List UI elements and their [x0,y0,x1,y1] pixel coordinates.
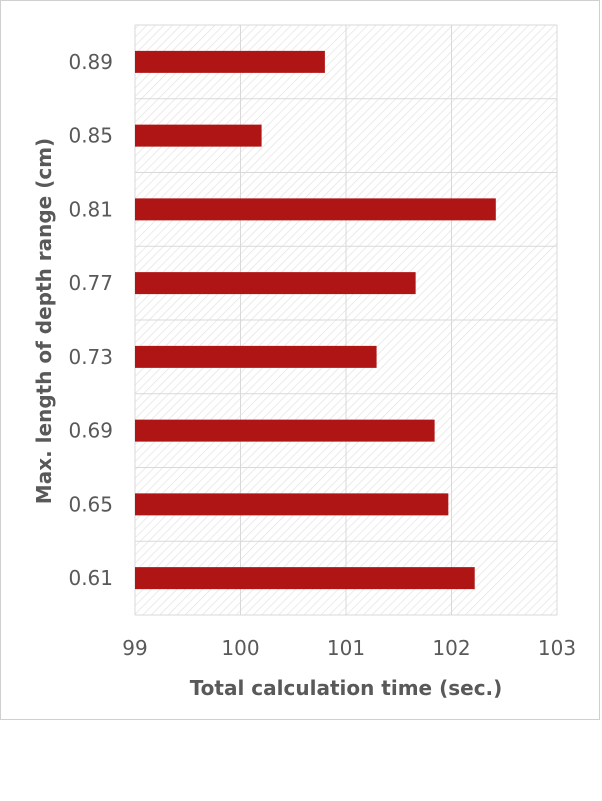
y-tick-label: 0.73 [68,345,113,369]
y-axis-title: Max. length of depth range (cm) [32,138,56,504]
x-axis-title: Total calculation time (sec.) [190,676,503,700]
bar [135,493,449,516]
x-tick-label: 101 [327,636,365,660]
bar [135,50,325,73]
bar [135,567,475,590]
x-tick-label: 102 [432,636,470,660]
y-tick-label: 0.89 [68,50,113,74]
bar [135,198,496,221]
y-tick-label: 0.65 [68,492,113,516]
bar [135,419,435,442]
x-tick-label: 99 [122,636,147,660]
bar [135,345,377,368]
y-tick-label: 0.61 [68,566,113,590]
chart-frame: 0.61 0.65 0.69 0.73 0.77 0.81 0.85 0.89 99 100 10… [0,0,600,720]
y-tick-labels: 0.61 0.65 0.69 0.73 0.77 0.81 0.85 0.89 [68,50,113,590]
y-tick-label: 0.69 [68,419,113,443]
bar [135,124,262,147]
x-tick-labels: 99 100 101 102 103 [122,636,576,660]
bar-chart: 0.61 0.65 0.69 0.73 0.77 0.81 0.85 0.89 99 100 10… [32,24,576,700]
y-tick-label: 0.77 [68,271,113,295]
x-tick-label: 103 [538,636,576,660]
x-tick-label: 100 [221,636,259,660]
gridlines [134,24,558,616]
bars [135,50,496,590]
y-tick-label: 0.85 [68,124,113,148]
y-tick-label: 0.81 [68,197,113,221]
bar [135,272,416,295]
